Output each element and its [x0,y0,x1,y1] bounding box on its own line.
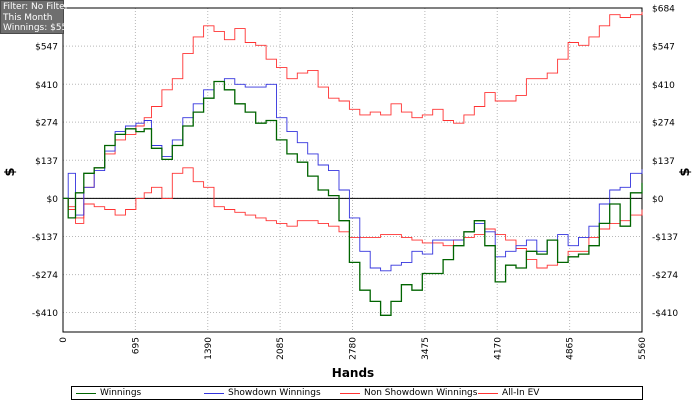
y-tick-label: $547 [35,43,58,53]
y-tick-label: $547 [652,43,675,53]
y-tick-label: $0 [652,195,664,205]
x-tick-label: 4865 [566,337,576,360]
legend-label: Showdown Winnings [228,388,321,398]
legend-label: Winnings [100,388,142,398]
x-tick-label: 0 [59,337,69,343]
legend-item-showdown-winnings: Showdown Winnings [204,387,344,399]
y-tick-label: $684 [652,5,675,15]
x-tick-label: 1390 [204,337,214,360]
y-tick-label: $137 [35,157,58,167]
y-tick-label: -$274 [32,271,58,281]
y-tick-label: $410 [652,81,675,91]
x-tick-label: 2085 [276,337,286,360]
legend-label: Non Showdown Winnings [364,388,478,398]
y-tick-label: $274 [652,119,675,129]
y-tick-label: $0 [47,195,59,205]
legend-swatch [76,393,96,394]
y-axis-right: -$410 -$274 -$137 $0 $137 $274 $410 $547 $684 [652,5,678,320]
series-line-non-showdown-winnings [63,167,643,269]
legend-item-non-showdown-winnings: Non Showdown Winnings [340,387,490,399]
legend-item-winnings: Winnings [76,387,196,399]
series-line-winnings [63,80,643,316]
legend: Winnings Showdown Winnings Non Showdown … [71,386,643,400]
y-tick-label: -$137 [652,233,678,243]
y-axis-label-right: $ [678,167,693,176]
x-tick-label: 4170 [493,337,503,360]
x-tick-label: 3475 [421,337,431,360]
x-axis-label: Hands [332,366,374,380]
x-tick-label: 695 [131,337,141,354]
y-axis-label-left: $ [3,167,18,176]
tooltip-filter: Filter: No Filter [3,2,69,12]
filter-tooltip: Filter: No Filter This Month Winnings: $… [0,0,82,34]
series-group [63,11,643,316]
series-line-all-in-ev [63,11,643,224]
legend-swatch [478,393,498,394]
x-tick-label: 2780 [349,337,359,360]
legend-item-all-in-ev: All-In EV [478,387,598,399]
y-tick-label: $410 [35,81,58,91]
grid [62,7,643,332]
y-tick-label: -$137 [32,233,58,243]
legend-swatch [204,393,224,394]
y-tick-label: -$410 [652,309,678,319]
y-tick-label: -$274 [652,271,678,281]
y-tick-label: -$410 [32,309,58,319]
y-tick-label: $274 [35,119,58,129]
tooltip-period: This Month [3,12,53,23]
tooltip-winnings: Winnings: $55.70 [3,23,82,33]
y-axis-left: -$410-$274-$137$0$137$274$410$547$684 [32,5,58,320]
x-axis: 0 695 1390 2085 2780 3475 4170 4865 5560 [59,337,648,360]
legend-label: All-In EV [502,388,540,398]
x-tick-label: 5560 [638,337,648,360]
y-tick-label: $137 [652,157,675,167]
legend-swatch [340,393,360,394]
